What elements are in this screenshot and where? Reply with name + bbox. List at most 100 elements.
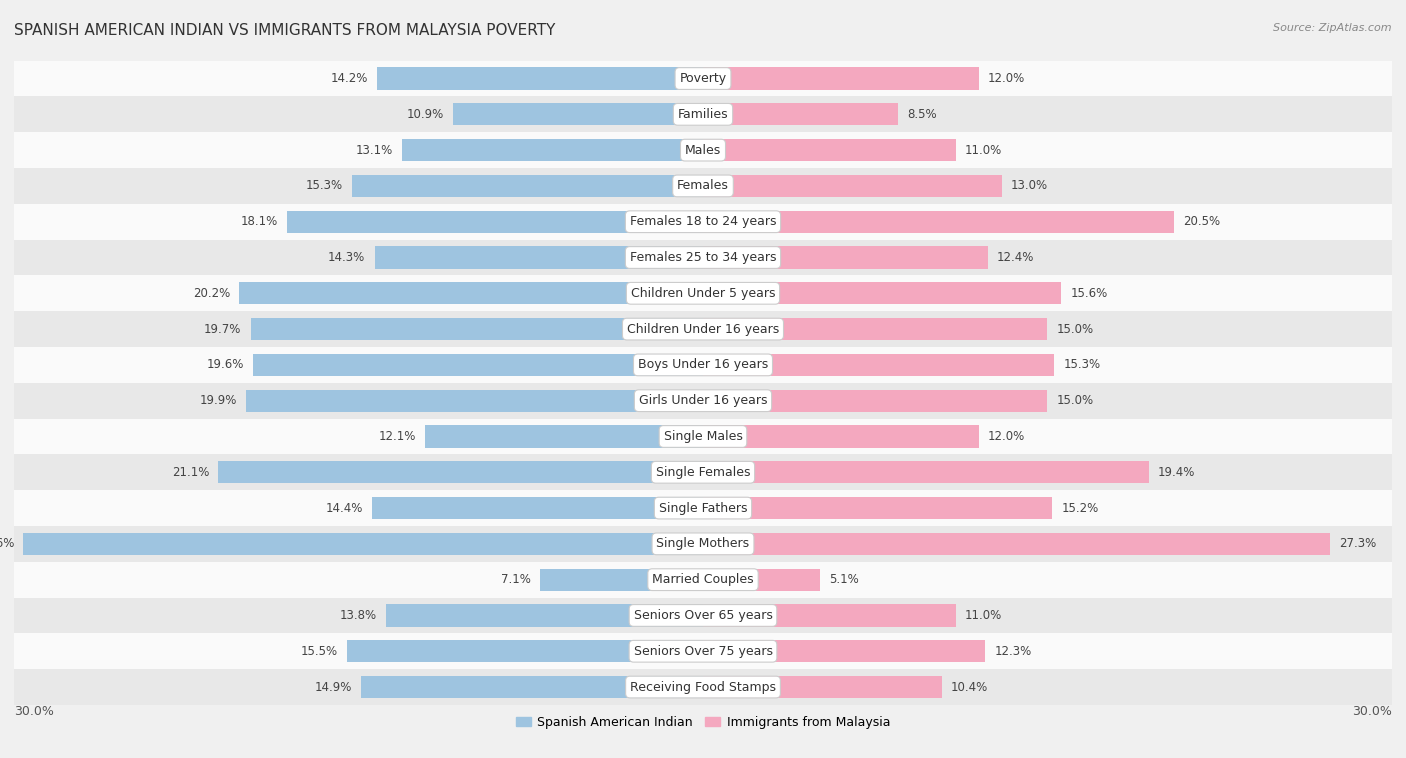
Bar	[352, 175, 703, 197]
Text: Married Couples: Married Couples	[652, 573, 754, 586]
Text: Receiving Food Stamps: Receiving Food Stamps	[630, 681, 776, 694]
Text: 21.1%: 21.1%	[172, 465, 209, 479]
Bar	[703, 139, 956, 161]
Text: 19.6%: 19.6%	[207, 359, 243, 371]
Bar	[453, 103, 703, 125]
Bar	[703, 354, 1054, 376]
Bar	[14, 634, 1392, 669]
Text: 18.1%: 18.1%	[240, 215, 278, 228]
Text: 30.0%: 30.0%	[14, 705, 53, 718]
Text: Girls Under 16 years: Girls Under 16 years	[638, 394, 768, 407]
Text: 15.6%: 15.6%	[1070, 287, 1108, 300]
Text: Seniors Over 75 years: Seniors Over 75 years	[634, 645, 772, 658]
Bar	[14, 96, 1392, 132]
Text: 8.5%: 8.5%	[907, 108, 936, 121]
Bar	[246, 390, 703, 412]
Bar	[24, 533, 703, 555]
Bar	[14, 61, 1392, 96]
Bar	[540, 568, 703, 590]
Legend: Spanish American Indian, Immigrants from Malaysia: Spanish American Indian, Immigrants from…	[510, 711, 896, 735]
Text: 15.3%: 15.3%	[305, 180, 343, 193]
Bar	[14, 669, 1392, 705]
Bar	[14, 347, 1392, 383]
Text: Children Under 16 years: Children Under 16 years	[627, 323, 779, 336]
Text: 19.4%: 19.4%	[1157, 465, 1195, 479]
Text: Seniors Over 65 years: Seniors Over 65 years	[634, 609, 772, 622]
Text: 5.1%: 5.1%	[830, 573, 859, 586]
Bar	[361, 676, 703, 698]
Bar	[14, 204, 1392, 240]
Bar	[703, 103, 898, 125]
Text: 30.0%: 30.0%	[1353, 705, 1392, 718]
Text: 7.1%: 7.1%	[501, 573, 531, 586]
Text: 15.2%: 15.2%	[1062, 502, 1098, 515]
Text: 15.0%: 15.0%	[1057, 323, 1094, 336]
Bar	[402, 139, 703, 161]
Bar	[703, 211, 1174, 233]
Bar	[14, 312, 1392, 347]
Bar	[14, 168, 1392, 204]
Bar	[703, 246, 988, 268]
Bar	[14, 275, 1392, 312]
Bar	[703, 676, 942, 698]
Bar	[14, 454, 1392, 490]
Text: 14.9%: 14.9%	[315, 681, 352, 694]
Bar	[703, 318, 1047, 340]
Text: 12.0%: 12.0%	[988, 72, 1025, 85]
Bar	[14, 490, 1392, 526]
Text: Boys Under 16 years: Boys Under 16 years	[638, 359, 768, 371]
Bar	[703, 461, 1149, 484]
Bar	[14, 418, 1392, 454]
Bar	[287, 211, 703, 233]
Bar	[387, 604, 703, 627]
Text: 14.4%: 14.4%	[326, 502, 363, 515]
Bar	[218, 461, 703, 484]
Bar	[703, 67, 979, 89]
Bar	[703, 175, 1001, 197]
Text: 27.3%: 27.3%	[1339, 537, 1376, 550]
Text: Single Mothers: Single Mothers	[657, 537, 749, 550]
Bar	[14, 240, 1392, 275]
Text: 11.0%: 11.0%	[965, 609, 1002, 622]
Text: Females 25 to 34 years: Females 25 to 34 years	[630, 251, 776, 264]
Text: 14.2%: 14.2%	[330, 72, 368, 85]
Text: 12.1%: 12.1%	[378, 430, 416, 443]
Bar	[374, 246, 703, 268]
Text: 20.2%: 20.2%	[193, 287, 231, 300]
Bar	[703, 425, 979, 447]
Text: 10.4%: 10.4%	[950, 681, 988, 694]
Text: Females: Females	[678, 180, 728, 193]
Bar	[703, 282, 1062, 305]
Text: SPANISH AMERICAN INDIAN VS IMMIGRANTS FROM MALAYSIA POVERTY: SPANISH AMERICAN INDIAN VS IMMIGRANTS FR…	[14, 23, 555, 38]
Text: 14.3%: 14.3%	[328, 251, 366, 264]
Text: 12.0%: 12.0%	[988, 430, 1025, 443]
Bar	[347, 641, 703, 662]
Text: Single Females: Single Females	[655, 465, 751, 479]
Bar	[377, 67, 703, 89]
Text: 13.0%: 13.0%	[1011, 180, 1047, 193]
Text: Source: ZipAtlas.com: Source: ZipAtlas.com	[1274, 23, 1392, 33]
Bar	[253, 354, 703, 376]
Text: Single Males: Single Males	[664, 430, 742, 443]
Bar	[250, 318, 703, 340]
Text: 19.7%: 19.7%	[204, 323, 242, 336]
Text: Families: Families	[678, 108, 728, 121]
Text: 20.5%: 20.5%	[1182, 215, 1220, 228]
Text: 11.0%: 11.0%	[965, 143, 1002, 157]
Bar	[425, 425, 703, 447]
Bar	[703, 390, 1047, 412]
Bar	[14, 383, 1392, 418]
Text: Males: Males	[685, 143, 721, 157]
Bar	[703, 568, 820, 590]
Text: Poverty: Poverty	[679, 72, 727, 85]
Text: 10.9%: 10.9%	[406, 108, 443, 121]
Bar	[373, 497, 703, 519]
Text: 19.9%: 19.9%	[200, 394, 236, 407]
Bar	[14, 526, 1392, 562]
Bar	[703, 497, 1052, 519]
Bar	[14, 562, 1392, 597]
Text: 15.3%: 15.3%	[1063, 359, 1101, 371]
Text: Children Under 5 years: Children Under 5 years	[631, 287, 775, 300]
Bar	[14, 132, 1392, 168]
Text: 29.6%: 29.6%	[0, 537, 14, 550]
